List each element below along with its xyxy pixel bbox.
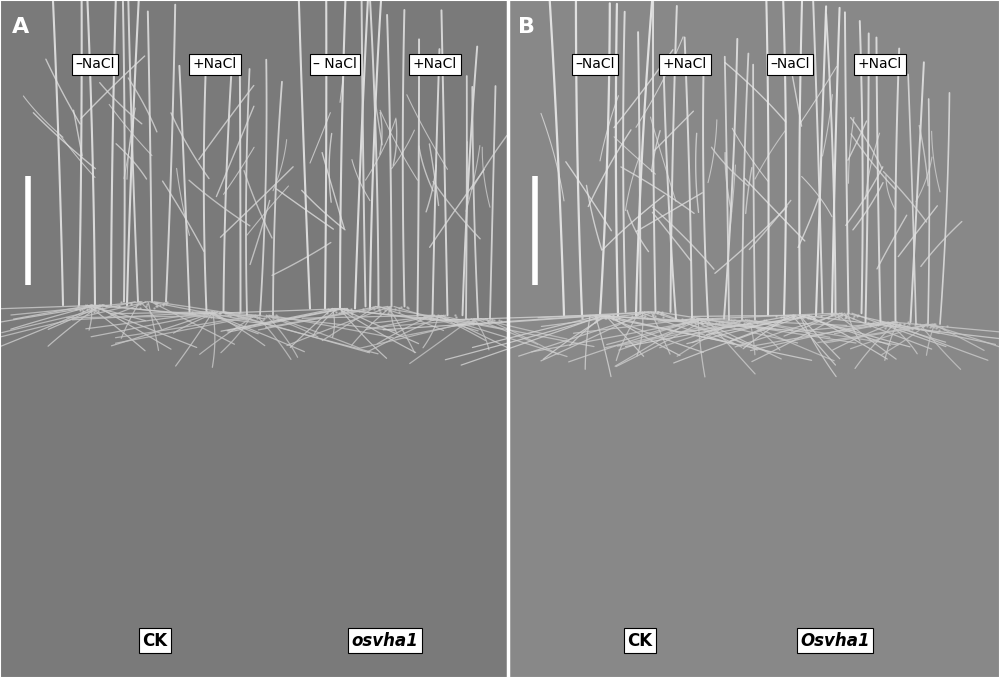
Text: B: B <box>518 17 535 37</box>
Text: Osvha1: Osvha1 <box>800 632 870 650</box>
Text: +NaCl: +NaCl <box>663 58 707 71</box>
Text: –NaCl: –NaCl <box>770 58 810 71</box>
Text: –NaCl: –NaCl <box>575 58 615 71</box>
Bar <box>0 0 508 678</box>
Text: CK: CK <box>142 632 168 650</box>
Text: –NaCl: –NaCl <box>75 58 115 71</box>
Bar <box>508 0 1000 678</box>
Text: A: A <box>12 17 29 37</box>
Text: osvha1: osvha1 <box>352 632 418 650</box>
Text: +NaCl: +NaCl <box>858 58 902 71</box>
Text: CK: CK <box>627 632 653 650</box>
Text: +NaCl: +NaCl <box>193 58 237 71</box>
Text: – NaCl: – NaCl <box>313 58 357 71</box>
Text: +NaCl: +NaCl <box>413 58 457 71</box>
